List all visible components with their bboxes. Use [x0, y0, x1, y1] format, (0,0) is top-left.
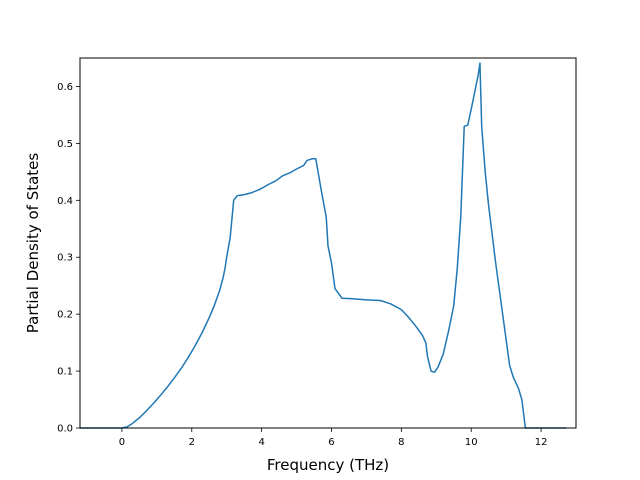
y-tick-label: 0.4	[57, 196, 73, 207]
x-axis-label: Frequency (THz)	[267, 456, 389, 474]
y-tick-label: 0.2	[57, 310, 73, 321]
x-axis-ticks: 0 2 4 6 8 10 12	[119, 428, 548, 448]
x-tick-label: 10	[465, 437, 478, 448]
y-tick-label: 0.5	[57, 139, 73, 150]
y-tick-label: 0.3	[57, 253, 73, 264]
plot-area-frame	[79, 57, 577, 429]
y-tick-label: 0.6	[57, 82, 73, 93]
x-tick-label: 8	[398, 437, 404, 448]
series-line	[79, 62, 567, 429]
y-axis-ticks: 0.0 0.1 0.2 0.3 0.4 0.5 0.6	[57, 82, 80, 435]
y-tick-label: 0.1	[57, 367, 73, 378]
x-tick-label: 4	[258, 437, 264, 448]
y-axis-label: Partial Density of States	[24, 153, 42, 334]
y-tick-label: 0.0	[57, 424, 73, 435]
x-tick-label: 2	[189, 437, 195, 448]
x-tick-label: 12	[535, 437, 548, 448]
x-tick-label: 0	[119, 437, 125, 448]
x-tick-label: 6	[328, 437, 334, 448]
